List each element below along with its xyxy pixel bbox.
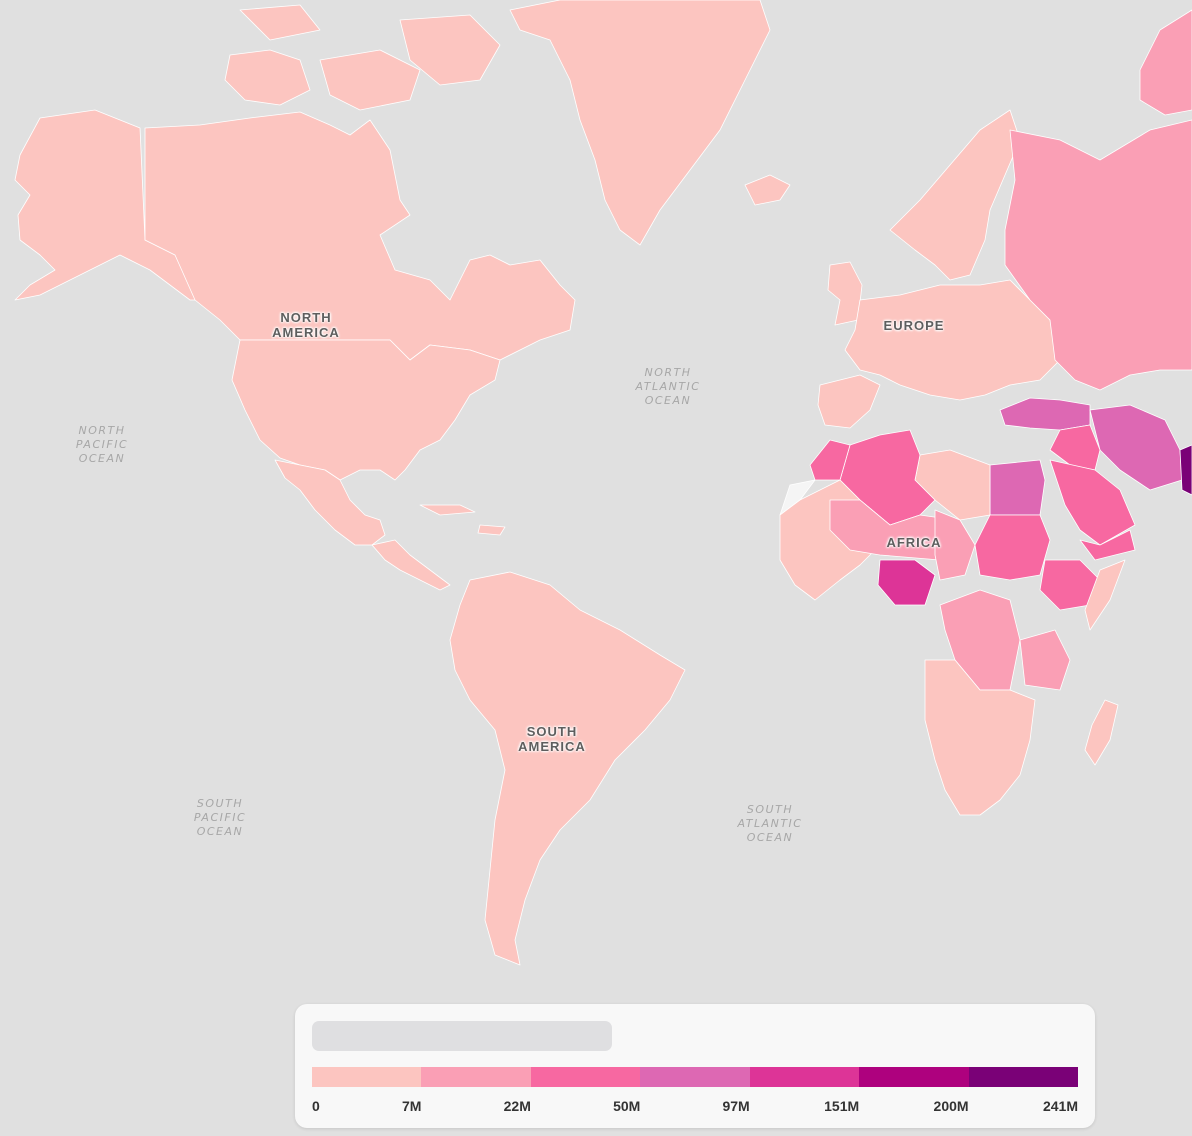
legend-tick-1: 7M — [401, 1098, 422, 1114]
legend-title-placeholder — [312, 1021, 612, 1051]
country-nigeria[interactable] — [877, 559, 936, 606]
country-pakistan[interactable] — [1179, 444, 1192, 496]
country-usa[interactable] — [231, 339, 501, 481]
legend-tick-0: 0 — [312, 1098, 320, 1114]
country-canada[interactable] — [144, 111, 576, 361]
country-madagascar[interactable] — [1084, 699, 1119, 766]
country-turkey[interactable] — [999, 397, 1091, 431]
legend-swatch-5 — [859, 1067, 969, 1087]
ocean-label-north-atlantic: NORTH ATLANTIC OCEAN — [635, 366, 701, 407]
legend-swatch-0 — [312, 1067, 422, 1087]
country-saudi-arabia[interactable] — [1049, 459, 1136, 546]
country-europe-mainland[interactable] — [844, 279, 1061, 401]
country-tanzania-kenya[interactable] — [1019, 629, 1071, 691]
legend-tick-6: 200M — [933, 1098, 969, 1114]
country-scandinavia[interactable] — [889, 109, 1021, 281]
country-greenland[interactable] — [509, 0, 771, 246]
ocean-label-north-pacific: NORTH PACIFIC OCEAN — [75, 424, 129, 465]
country-russia-arctic[interactable] — [1139, 9, 1192, 116]
ocean-label-south-pacific: SOUTH PACIFIC OCEAN — [193, 797, 247, 838]
country-south-america[interactable] — [449, 571, 686, 966]
country-egypt[interactable] — [989, 459, 1046, 516]
country-yemen[interactable] — [1079, 529, 1136, 561]
legend-tick-2: 22M — [503, 1098, 531, 1114]
country-uk[interactable] — [827, 261, 863, 326]
legend-swatch-4 — [749, 1067, 860, 1087]
legend-swatch-2 — [530, 1067, 641, 1087]
choropleth-legend: 0 7M 22M 50M 97M 151M 200M 241M — [295, 1004, 1095, 1128]
continent-label-south-america: SOUTH AMERICA — [518, 724, 586, 754]
country-iberia[interactable] — [817, 374, 881, 429]
legend-tick-5: 151M — [824, 1098, 860, 1114]
country-chad[interactable] — [934, 509, 976, 581]
ocean-label-south-atlantic: SOUTH ATLANTIC OCEAN — [737, 803, 803, 844]
country-mexico[interactable] — [274, 459, 386, 546]
legend-swatch-3 — [640, 1067, 750, 1087]
country-somalia[interactable] — [1084, 559, 1126, 631]
country-iceland[interactable] — [744, 174, 791, 206]
continent-label-africa: AFRICA — [886, 535, 942, 550]
country-libya[interactable] — [914, 449, 991, 521]
legend-color-scale — [312, 1067, 1078, 1087]
country-greenland-style-islands[interactable] — [224, 4, 501, 111]
country-caribbean[interactable] — [419, 504, 506, 536]
legend-tick-3: 50M — [613, 1098, 641, 1114]
legend-tick-labels: 0 7M 22M 50M 97M 151M 200M 241M — [312, 1098, 1078, 1114]
country-southern-africa[interactable] — [924, 659, 1036, 816]
country-russia[interactable] — [1004, 119, 1192, 391]
country-central-america[interactable] — [371, 539, 451, 591]
country-morocco[interactable] — [809, 439, 851, 481]
legend-swatch-6 — [968, 1067, 1078, 1087]
legend-tick-4: 97M — [722, 1098, 750, 1114]
legend-tick-7: 241M — [1042, 1098, 1078, 1114]
country-sudan[interactable] — [974, 514, 1051, 581]
legend-swatch-1 — [421, 1067, 531, 1087]
continent-label-north-america: NORTH AMERICA — [272, 310, 340, 340]
continent-label-europe: EUROPE — [883, 318, 945, 333]
